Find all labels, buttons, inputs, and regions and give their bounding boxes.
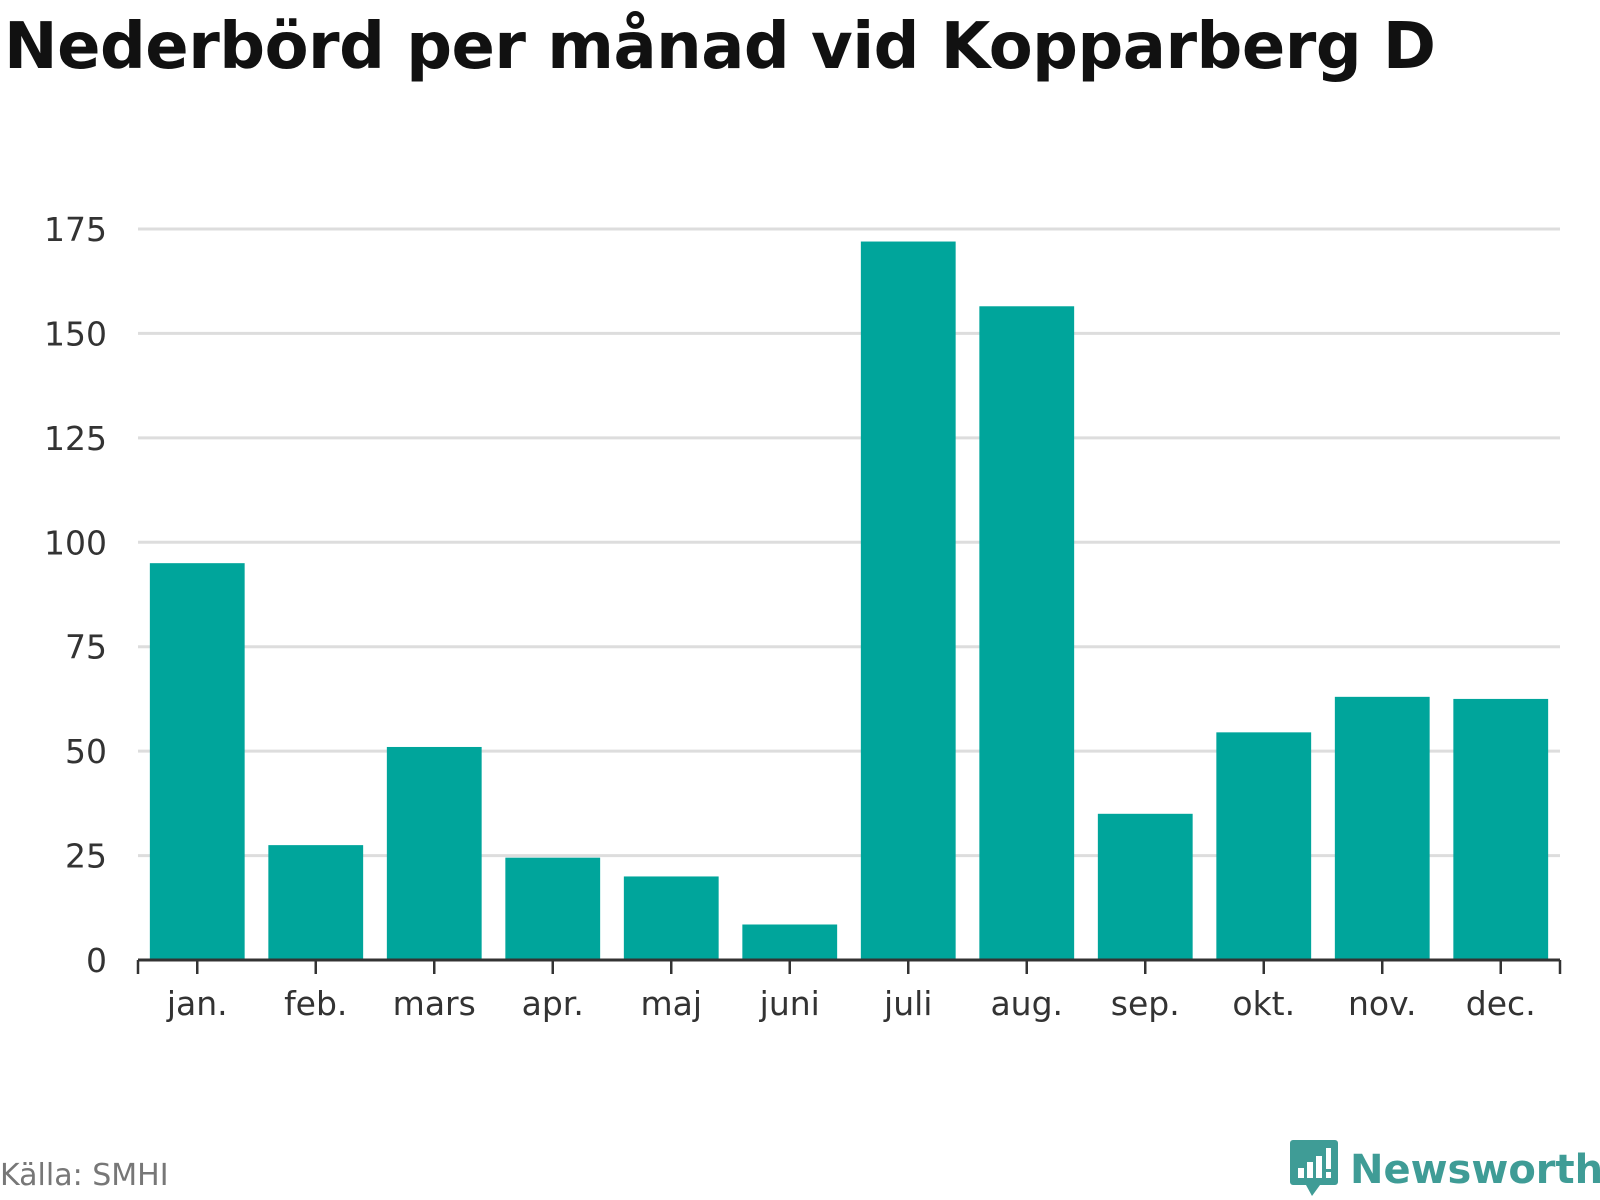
bar-6 bbox=[742, 924, 838, 960]
x-tick-label: okt. bbox=[1232, 984, 1295, 1023]
brand-name: Newsworthy bbox=[1350, 1147, 1600, 1193]
x-tick-label: jan. bbox=[166, 984, 228, 1023]
brand-logo: Newsworthy bbox=[1290, 1140, 1600, 1200]
y-axis-tick-labels: 0 25 50 75 100 125 150 175 bbox=[44, 210, 107, 980]
source-note: Källa: SMHI bbox=[0, 1158, 169, 1193]
x-tick-label: juni bbox=[759, 984, 820, 1023]
bar-4 bbox=[505, 857, 601, 960]
bar-1 bbox=[149, 563, 245, 960]
bar-10 bbox=[1216, 732, 1312, 960]
y-tick-label: 150 bbox=[44, 314, 107, 353]
x-tick-label: aug. bbox=[990, 984, 1063, 1023]
y-tick-label: 175 bbox=[44, 210, 107, 249]
bar-9 bbox=[1097, 813, 1193, 960]
x-tick-label: maj bbox=[640, 984, 702, 1023]
x-axis bbox=[136, 958, 1562, 974]
y-tick-label: 25 bbox=[65, 837, 107, 876]
y-tick-label: 50 bbox=[65, 732, 107, 771]
y-tick-label: 125 bbox=[44, 419, 107, 458]
bars bbox=[149, 241, 1549, 961]
bar-3 bbox=[386, 746, 482, 960]
x-tick-label: mars bbox=[393, 984, 476, 1023]
bar-12 bbox=[1453, 698, 1549, 960]
y-tick-label: 0 bbox=[86, 941, 107, 980]
x-tick-label: sep. bbox=[1111, 984, 1180, 1023]
gridlines bbox=[138, 227, 1560, 858]
bar-2 bbox=[268, 845, 364, 960]
x-tick-label: dec. bbox=[1466, 984, 1536, 1023]
chart-title: Nederbörd per månad vid Kopparberg D bbox=[4, 10, 1436, 84]
y-tick-label: 100 bbox=[44, 523, 107, 562]
x-tick-label: nov. bbox=[1348, 984, 1417, 1023]
bar-5 bbox=[623, 876, 719, 960]
bar-11 bbox=[1334, 696, 1430, 960]
bar-8 bbox=[979, 306, 1075, 961]
bar-7 bbox=[860, 241, 956, 960]
x-axis-tick-labels: jan. feb. mars apr. maj juni juli aug. sep. okt. n… bbox=[166, 984, 1536, 1023]
x-tick-label: apr. bbox=[522, 984, 584, 1023]
x-tick-label: feb. bbox=[284, 984, 347, 1023]
y-tick-label: 75 bbox=[65, 628, 107, 667]
x-tick-label: juli bbox=[883, 984, 932, 1023]
newsworthy-logo-icon bbox=[1290, 1140, 1338, 1196]
